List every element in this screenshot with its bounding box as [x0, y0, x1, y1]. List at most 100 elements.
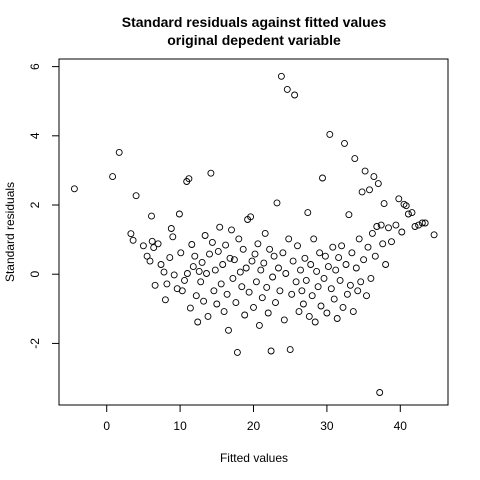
data-point [219, 261, 227, 268]
data-point [374, 180, 382, 188]
data-point [308, 292, 316, 300]
data-point [266, 245, 274, 253]
data-point [291, 91, 299, 99]
data-point [316, 249, 324, 257]
data-point [280, 316, 288, 324]
data-point [220, 308, 228, 316]
data-point [301, 254, 309, 262]
data-point [70, 185, 78, 193]
data-point [366, 186, 373, 194]
data-point [252, 278, 260, 286]
data-point [277, 72, 285, 80]
data-point [335, 254, 343, 262]
data-point [357, 278, 365, 286]
data-point [167, 225, 175, 232]
data-point [330, 295, 338, 303]
data-point [377, 221, 385, 229]
data-point [346, 281, 354, 289]
data-point [339, 303, 347, 311]
data-point [352, 264, 360, 272]
data-point [310, 235, 318, 243]
y-tick-label: -2 [28, 338, 42, 349]
data-point [129, 236, 137, 244]
data-point [151, 281, 159, 289]
data-point [192, 292, 200, 300]
data-point [189, 263, 197, 271]
plot-area [58, 58, 449, 406]
data-point [275, 264, 282, 272]
data-point [307, 261, 315, 268]
data-point [185, 175, 193, 183]
data-point [408, 209, 416, 217]
data-point [351, 155, 359, 163]
data-point [261, 229, 269, 237]
data-point [285, 235, 293, 243]
data-point [282, 270, 290, 277]
data-point [311, 318, 319, 326]
data-point [376, 389, 384, 396]
data-point [270, 252, 278, 260]
data-point [222, 241, 230, 249]
data-point [319, 174, 326, 182]
data-point [260, 259, 268, 267]
data-point [255, 321, 263, 329]
data-point [273, 199, 281, 207]
data-point [232, 299, 240, 307]
data-point [298, 287, 306, 295]
data-point [211, 266, 219, 274]
data-point [363, 292, 370, 300]
data-point [380, 200, 388, 208]
data-point [132, 192, 140, 200]
y-tick-label: 4 [28, 132, 42, 139]
x-axis: 0 10 20 30 40 [103, 404, 407, 433]
data-point [198, 258, 206, 266]
data-point [143, 252, 151, 260]
data-point [299, 300, 307, 308]
data-point [157, 261, 165, 268]
data-point [109, 173, 117, 181]
x-tick-label: 20 [247, 419, 261, 433]
data-point [354, 287, 362, 295]
data-point [297, 266, 304, 274]
data-point [115, 148, 123, 156]
data-point [127, 230, 135, 238]
data-point [226, 254, 234, 262]
data-point [225, 326, 232, 334]
data-point [320, 274, 328, 282]
data-point [216, 223, 224, 231]
y-axis-label: Standard residuals [3, 182, 17, 282]
data-point [430, 231, 438, 239]
data-point [292, 278, 300, 286]
data-point [367, 274, 375, 282]
data-point [163, 280, 171, 288]
data-point [238, 283, 246, 291]
data-point [283, 85, 291, 93]
y-axis: -2 0 2 4 6 [28, 63, 60, 349]
data-point [181, 276, 188, 284]
data-point [203, 270, 210, 277]
data-point [175, 210, 183, 218]
data-point [349, 308, 357, 316]
data-point [235, 235, 243, 243]
data-point [373, 223, 381, 230]
y-tick-label: 2 [28, 201, 42, 208]
data-point [326, 130, 334, 138]
data-point [178, 287, 186, 295]
data-point [269, 273, 277, 281]
data-point [370, 173, 378, 181]
data-point [388, 238, 395, 246]
data-point [251, 250, 259, 258]
chart-title: Standard residuals against fitted values [122, 14, 387, 30]
data-point [161, 296, 169, 304]
data-point [248, 257, 256, 265]
data-point [342, 261, 350, 268]
data-point [258, 294, 266, 302]
data-point [197, 278, 205, 286]
data-point [139, 242, 147, 250]
data-point [194, 318, 202, 326]
data-point [415, 221, 423, 229]
data-point [294, 242, 301, 250]
x-tick-label: 0 [103, 419, 110, 433]
data-point [201, 232, 209, 239]
